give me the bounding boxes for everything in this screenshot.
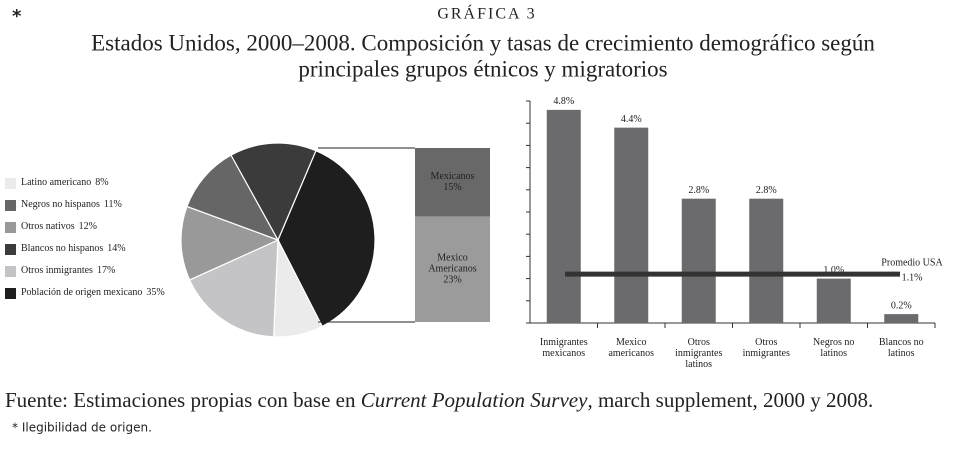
stacked-segment: [415, 148, 490, 217]
x-tick-label: Otros inmigrantes latinos: [675, 337, 722, 370]
legend-entry: Otros nativos 12%: [21, 221, 97, 232]
data-label: 2.8%: [756, 185, 777, 196]
legend-value: 8%: [95, 177, 108, 188]
segment-label: Mexico Americanos: [428, 253, 476, 275]
x-tick-label-line: Mexico: [616, 337, 647, 348]
legend-value: 17%: [97, 265, 115, 276]
reference-label: Promedio USA: [881, 257, 943, 268]
segment-label-line: Mexicanos: [431, 171, 475, 182]
source: Fuente: Estimaciones propias con base en…: [5, 388, 873, 412]
legend-value: 35%: [146, 287, 164, 298]
figure-label: GRÁFICA 3: [437, 4, 536, 23]
x-tick-label-line: Otros: [755, 337, 777, 348]
bar: [681, 198, 716, 323]
source-text: Fuente: Estimaciones propias con base en: [5, 388, 361, 412]
source-title: Current Population Survey: [361, 388, 588, 412]
legend-swatch: [5, 200, 16, 211]
legend-entry: Población de origen mexicano 35%: [21, 287, 165, 298]
legend-name: Población de origen mexicano: [21, 287, 142, 298]
legend-value: 14%: [107, 243, 125, 254]
source-text: , march supplement, 2000 y 2008.: [587, 388, 873, 412]
segment-value: 23%: [443, 275, 461, 286]
x-tick-label-line: Negros no: [813, 337, 854, 348]
bar: [546, 109, 581, 323]
legend-value: 12%: [79, 221, 97, 232]
legend-swatch: [5, 288, 16, 299]
legend-name: Negros no hispanos: [21, 199, 100, 210]
legend-name: Otros nativos: [21, 221, 75, 232]
legend-swatch: [5, 266, 16, 277]
bar: [816, 278, 851, 323]
x-tick-label: Otros inmigrantes: [743, 337, 790, 359]
legend-swatch: [5, 244, 16, 255]
legend-entry: Blancos no hispanos 14%: [21, 243, 126, 254]
x-tick-label-line: latinos: [685, 359, 712, 370]
data-label: 4.4%: [621, 114, 642, 125]
x-tick-label-line: inmigrantes: [675, 348, 722, 359]
legend-name: Blancos no hispanos: [21, 243, 103, 254]
bar: [884, 314, 919, 323]
x-tick-label-line: latinos: [820, 348, 847, 359]
x-tick-label-line: americanos: [608, 348, 654, 359]
x-tick-label-line: Otros: [688, 337, 710, 348]
segment-value: 15%: [443, 182, 461, 193]
legend-entry: Otros inmigrantes 17%: [21, 265, 115, 276]
marker: *: [12, 6, 22, 27]
x-tick-label: Inmigrantes mexicanos: [540, 337, 588, 359]
segment-label: Mexicanos: [431, 171, 475, 182]
x-tick-label-line: latinos: [888, 348, 915, 359]
legend-entry: Latino americano 8%: [21, 177, 109, 188]
bar: [749, 198, 784, 323]
segment-label-line: Americanos: [428, 264, 476, 275]
reference-value: 1.1%: [902, 272, 923, 283]
legend-swatch: [5, 178, 16, 189]
x-tick-label: Negros no latinos: [813, 337, 854, 359]
legend-name: Otros inmigrantes: [21, 265, 93, 276]
pie-slice: [230, 142, 317, 242]
pie-slice: [186, 154, 280, 242]
data-label: 4.8%: [553, 96, 574, 107]
data-label: 1.0%: [823, 265, 844, 276]
x-tick-label: Blancos no latinos: [879, 337, 924, 359]
segment-label-line: Mexico: [437, 253, 468, 264]
pie-slice: [180, 205, 280, 281]
x-tick-label-line: mexicanos: [542, 348, 585, 359]
x-tick-label-line: Inmigrantes: [540, 337, 588, 348]
stacked-segment: [415, 216, 490, 322]
pie-slice: [188, 239, 279, 338]
footnote: * Ilegibilidad de origen.: [12, 421, 152, 435]
legend-name: Latino americano: [21, 177, 91, 188]
pie-slice: [277, 149, 376, 328]
legend-swatch: [5, 222, 16, 233]
legend-entry: Negros no hispanos 11%: [21, 199, 122, 210]
x-tick-label-line: Blancos no: [879, 337, 924, 348]
bar: [614, 127, 649, 323]
data-label: 2.8%: [688, 185, 709, 196]
x-tick-label-line: inmigrantes: [743, 348, 790, 359]
title: Estados Unidos, 2000–2008. Composición y…: [91, 30, 875, 55]
data-label: 0.2%: [891, 300, 912, 311]
title: principales grupos étnicos y migratorios: [298, 56, 667, 81]
legend-value: 11%: [104, 199, 122, 210]
x-tick-label: Mexico americanos: [608, 337, 654, 359]
